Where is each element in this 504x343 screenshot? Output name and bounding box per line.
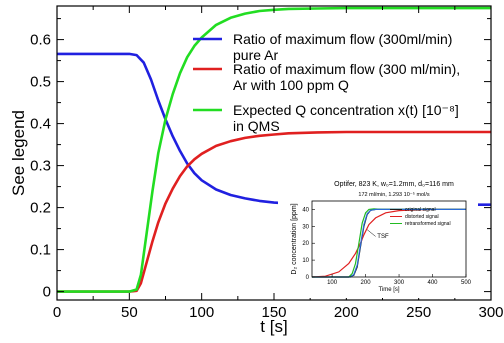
inset-y-tick-label: 20 — [302, 241, 309, 247]
y-tick-label: 0.1 — [30, 242, 51, 259]
inset-legend-label-1: distorted signal — [405, 214, 439, 220]
x-tick-label: 0 — [53, 304, 61, 321]
inset-y-tick-label: 0 — [306, 275, 310, 281]
series-line-1 — [57, 130, 491, 293]
inset-annotation: TSF — [377, 234, 389, 240]
inset-frame — [311, 200, 467, 278]
x-tick-label: 50 — [121, 304, 138, 321]
inset-background — [278, 176, 478, 298]
x-tick-label: 100 — [189, 304, 214, 321]
inset-y-tick-label: 10 — [302, 258, 309, 264]
legend-label-2: in QMS — [233, 118, 280, 134]
legend-label-2: Expected Q concentration x(t) [10⁻⁸] — [233, 102, 459, 118]
inset-x-axis-label: Time [s] — [378, 287, 399, 293]
y-tick-label: 0.4 — [30, 116, 51, 133]
x-axis-label: t [s] — [260, 317, 287, 336]
legend-label-1: Ratio of maximum flow (300 ml/min), — [233, 61, 460, 77]
y-tick-label: 0.6 — [30, 32, 51, 49]
inset-y-tick-label: 30 — [302, 224, 309, 230]
inset-x-tick-label: 300 — [394, 280, 405, 286]
inset-x-tick-label: 500 — [461, 280, 472, 286]
x-tick-label: 150 — [261, 304, 286, 321]
inset-x-tick-label: 100 — [327, 280, 338, 286]
inset-y-axis-label: D₂ concentration [ppm] — [291, 203, 298, 274]
inset-x-tick-label: 200 — [361, 280, 372, 286]
inset-annotation-arrow — [367, 229, 376, 237]
y-tick-label: 0.2 — [30, 200, 51, 217]
inset-legend-label-0: original signal — [405, 207, 436, 213]
inset-x-tick-label: 400 — [428, 280, 439, 286]
x-tick-label: 200 — [334, 304, 359, 321]
y-tick-label: 0.3 — [30, 158, 51, 175]
y-tick-label: 0.5 — [30, 74, 51, 91]
legend-label-0: pure Ar — [233, 47, 278, 63]
x-tick-label: 300 — [478, 304, 503, 321]
inset-y-tick-label: 40 — [302, 207, 309, 213]
y-axis-label: See legend — [9, 110, 28, 196]
x-tick-label: 250 — [406, 304, 431, 321]
inset-title: Optifer, 823 K, w₀=1.2mm, d₀=116 mm — [334, 181, 454, 188]
inset-legend-label-2: retransformed signal — [405, 221, 451, 227]
legend-label-1: Ar with 100 ppm Q — [233, 77, 349, 93]
inset-plot: Optifer, 823 K, w₀=1.2mm, d₀=116 mm 172 m… — [278, 176, 478, 298]
inset-subtitle: 172 ml/min, 1.293 10⁻⁵ mol/s — [358, 191, 429, 198]
y-tick-label: 0 — [43, 284, 51, 301]
legend-label-0: Ratio of maximum flow (300ml/min) — [233, 31, 452, 47]
